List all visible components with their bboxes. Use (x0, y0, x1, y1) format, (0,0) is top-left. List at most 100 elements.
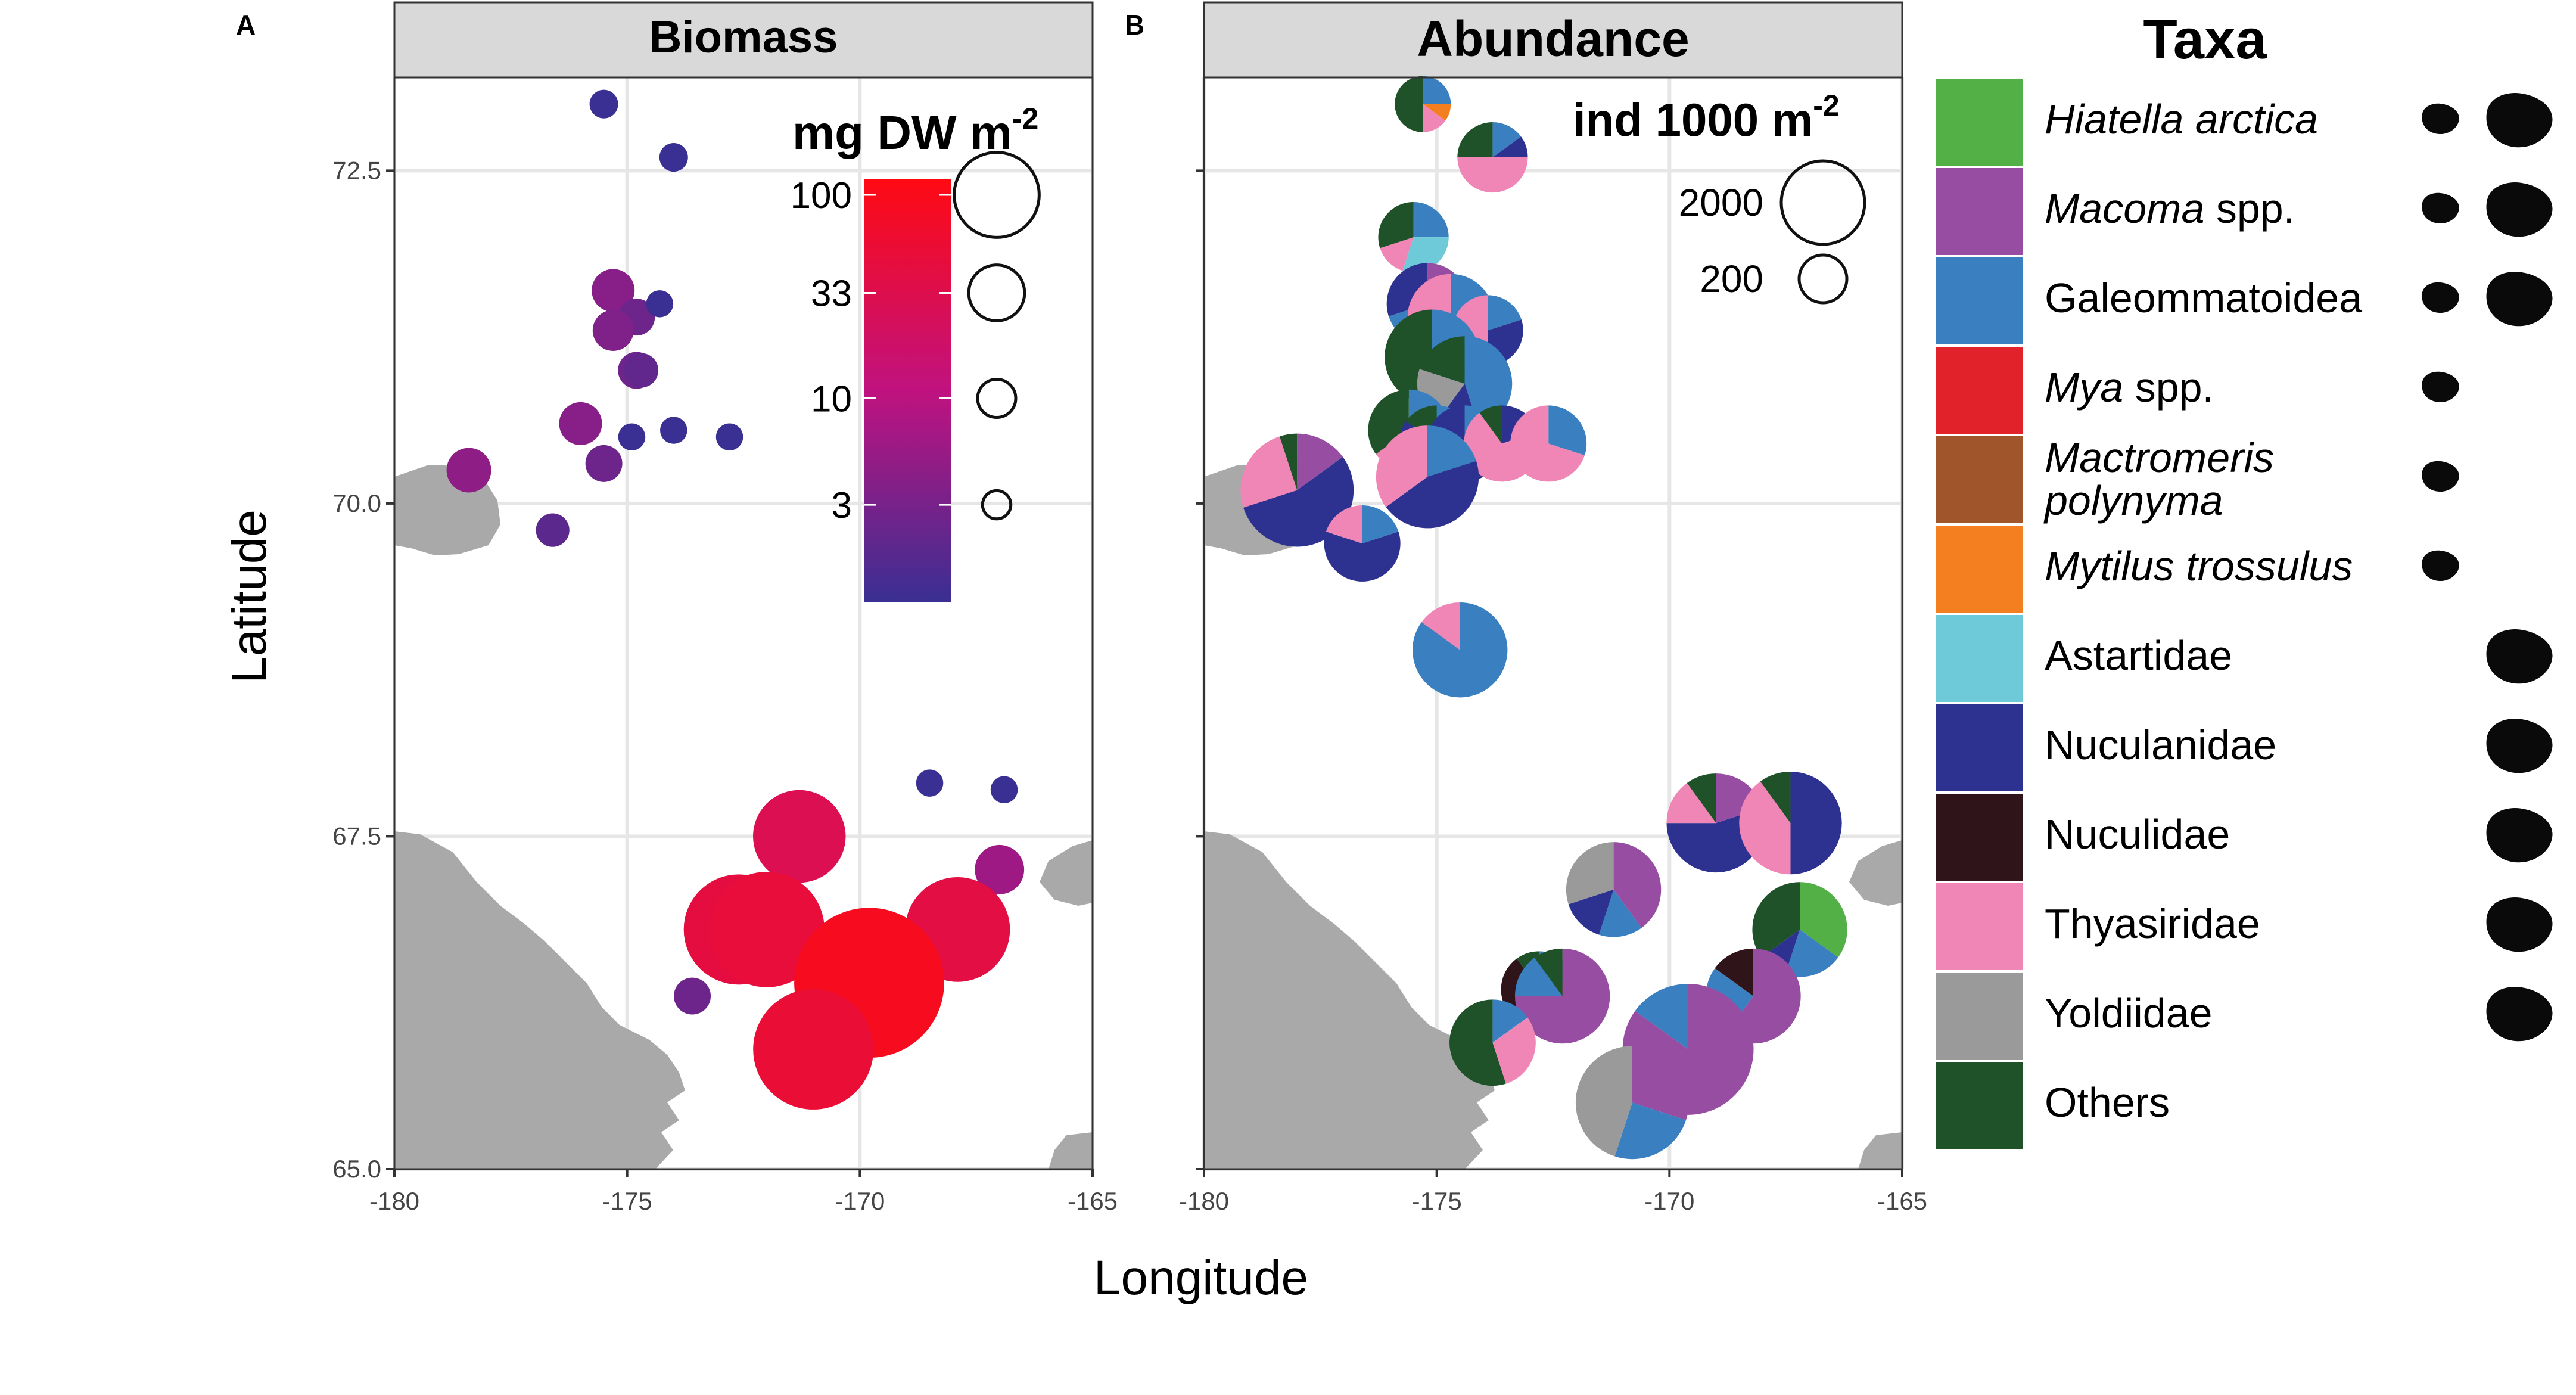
shell-icon-small (2422, 103, 2459, 135)
abundance-pie (1449, 999, 1536, 1086)
pie-slice (1752, 882, 1800, 958)
taxa-color-swatch (1936, 973, 2023, 1060)
panel-a-letter: A (236, 10, 256, 41)
size-legend-circle (967, 263, 1026, 322)
size-legend-circle (1797, 253, 1849, 305)
pie-slice (1488, 295, 1522, 331)
taxa-label: Mytilus trossulus (2045, 543, 2353, 589)
pie-slice (1421, 602, 1460, 650)
taxa-legend-row: Galeommatoidea (1936, 257, 2553, 344)
land-chukotka (394, 831, 685, 1169)
pie-slice (1632, 1046, 1689, 1120)
shell-icon-small (2422, 371, 2459, 403)
colorbar-label: 10 (811, 379, 852, 420)
x-tick-label: -165 (1068, 1187, 1118, 1215)
abundance-pie (1413, 602, 1508, 698)
pie-slice (1492, 136, 1528, 158)
pie-slice (1362, 505, 1399, 543)
pie-slice (1715, 948, 1753, 996)
taxa-legend-row: Astartidae (1936, 615, 2553, 702)
taxa-color-swatch (1936, 615, 2023, 702)
biomass-point (674, 977, 711, 1015)
pie-slice (1423, 104, 1446, 132)
abundance-pie (1566, 842, 1662, 937)
y-axis-label: Latitude (222, 509, 276, 683)
panel-a: A Biomass mg DW m-2 100 33 10 3 (236, 1, 1094, 1171)
pie-slice (1492, 999, 1527, 1043)
pie-slice (1378, 201, 1414, 248)
land-alaska-south (1049, 1132, 1093, 1169)
biomass-point (624, 353, 659, 388)
biomass-point (990, 776, 1018, 804)
taxa-label: Yoldiidae (2045, 990, 2213, 1036)
abundance-pie (1240, 433, 1354, 547)
taxa-color-swatch (1936, 436, 2023, 523)
taxa-label: Mya spp. (2045, 364, 2214, 411)
taxa-color-swatch (1936, 168, 2023, 255)
size-legend-circle (981, 489, 1013, 521)
biomass-point (646, 290, 674, 318)
shell-icon-large (2486, 629, 2553, 684)
pie-slice (1568, 889, 1614, 935)
pie-slice (1534, 948, 1563, 996)
abundance-pie (1378, 201, 1449, 273)
biomass-point (916, 769, 944, 797)
pie-slice (1635, 984, 1688, 1049)
taxa-label: Nuculanidae (2045, 722, 2276, 768)
biomass-point (592, 269, 635, 312)
taxa-legend-row: Yoldiidae (1936, 973, 2553, 1060)
pie-slice (1598, 889, 1642, 937)
taxa-label-line2: polynyma (2043, 477, 2223, 524)
shell-icon-large (2486, 987, 2553, 1042)
taxa-legend-row: Macoma spp. (1936, 168, 2553, 255)
abundance-pie (1575, 1046, 1689, 1160)
shell-icon-small (2422, 282, 2459, 313)
abundance-pie (1395, 76, 1451, 132)
taxa-legend-row: Thyasiridae (1936, 883, 2553, 970)
panel-b-size-legend: 2000 200 (1679, 159, 1866, 305)
panel-a-legend-title: mg DW m-2 (792, 102, 1038, 159)
biomass-point (659, 143, 688, 172)
panel-a-colorbar-labels: 100 33 10 3 (791, 175, 951, 526)
shell-icon-small (2422, 192, 2459, 224)
taxa-legend-row: Mytilus trossulus (1936, 526, 2459, 613)
land-alaska (1040, 840, 1093, 906)
panel-a-size-legend (953, 151, 1041, 521)
taxa-color-swatch (1936, 1062, 2023, 1149)
x-tick-label: -170 (835, 1187, 885, 1215)
pie-slice (1479, 405, 1502, 444)
shell-icon-small (2422, 550, 2459, 582)
x-tick-label: -180 (1179, 1187, 1229, 1215)
abundance-pie (1324, 505, 1401, 582)
biomass-point (559, 402, 602, 445)
biomass-point (753, 989, 874, 1110)
taxa-legend-row: Mya spp. (1936, 347, 2459, 434)
pie-slice (1687, 773, 1716, 824)
taxa-label: Thyasiridae (2045, 900, 2260, 947)
land-chukotka (1204, 831, 1495, 1169)
panel-b: B Abundance ind 1000 m-2 2000 200 (1125, 1, 1904, 1171)
pie-slice (1575, 1046, 1632, 1157)
biomass-point (592, 310, 634, 351)
colorbar-label: 33 (811, 273, 852, 314)
pie-slice (1413, 602, 1508, 698)
biomass-point (753, 790, 846, 883)
pie-slice (1240, 436, 1298, 508)
panel-a-points (446, 89, 1025, 1110)
panel-b-title: Abundance (1417, 11, 1689, 67)
x-tick-label: -175 (1412, 1187, 1462, 1215)
abundance-pie (1514, 948, 1610, 1044)
biomass-point (446, 448, 491, 493)
taxa-legend-row: Nuculidae (1936, 794, 2553, 881)
pie-slice (1457, 122, 1493, 158)
pie-slice (1449, 999, 1506, 1086)
pie-slice (1386, 461, 1479, 529)
pie-slice (1492, 1017, 1536, 1084)
abundance-pie (1510, 405, 1587, 482)
y-tick-label: 65.0 (332, 1155, 381, 1183)
x-tick-label: -165 (1877, 1187, 1927, 1215)
panel-a-colorbar (864, 179, 951, 602)
pie-slice (1413, 201, 1449, 238)
taxa-color-swatch (1936, 347, 2023, 434)
